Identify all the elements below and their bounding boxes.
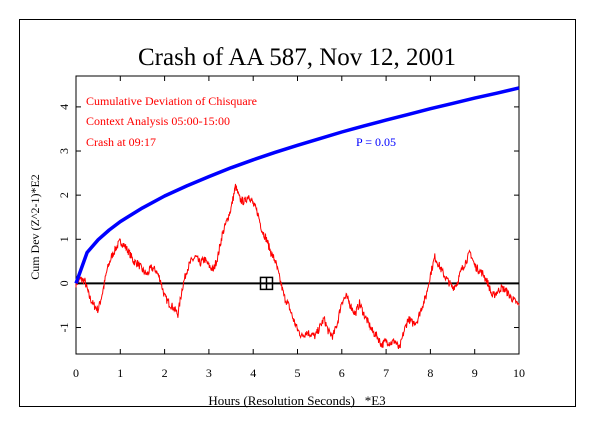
chart-frame: Crash of AA 587, Nov 12, 2001 0 1 2 3 4 5 6 7 8 9… [19, 19, 576, 408]
annotation-line-1: Cumulative Deviation of Chisquare [86, 94, 257, 108]
x-tick-label: 3 [206, 366, 212, 380]
x-tick-label: 2 [162, 366, 168, 380]
y-tick-label: 1 [57, 236, 71, 242]
series-layer [74, 86, 520, 350]
x-tick-label: 10 [513, 366, 525, 380]
x-tick-label: 1 [117, 366, 123, 380]
marker-layer [259, 276, 274, 291]
x-tick-label: 6 [339, 366, 345, 380]
x-tick-label: 7 [383, 366, 389, 380]
annotation-line-3: Crash at 09:17 [86, 135, 156, 149]
y-axis-label: Cum Dev (Z^2-1)*E2 [28, 174, 42, 280]
y-tick-label: 2 [57, 192, 71, 198]
chart-title: Crash of AA 587, Nov 12, 2001 [138, 44, 456, 71]
series-red-line [75, 183, 520, 350]
x-tick-label: 9 [472, 366, 478, 380]
x-tick-label: 0 [73, 366, 79, 380]
series-blue-line [74, 86, 520, 284]
chart-canvas: Crash of AA 587, Nov 12, 2001 0 1 2 3 4 5 6 7 8 9… [28, 44, 525, 408]
x-tick-label: 8 [427, 366, 433, 380]
y-tick-label: 4 [57, 104, 71, 110]
x-axis-label: Hours (Resolution Seconds) *E3 [208, 393, 385, 408]
event-marker [259, 276, 274, 291]
x-tick-label: 4 [250, 366, 256, 380]
y-tick-label: 0 [57, 280, 71, 286]
axes-layer: 0 1 2 3 4 5 6 7 8 9 10 -1 0 1 2 3 4 [57, 75, 525, 380]
x-tick-label: 5 [295, 366, 301, 380]
annotation-line-2: Context Analysis 05:00-15:00 [86, 114, 230, 128]
p-value-label: P = 0.05 [356, 135, 396, 149]
y-tick-label: 3 [57, 148, 71, 154]
y-tick-label: -1 [57, 323, 71, 333]
